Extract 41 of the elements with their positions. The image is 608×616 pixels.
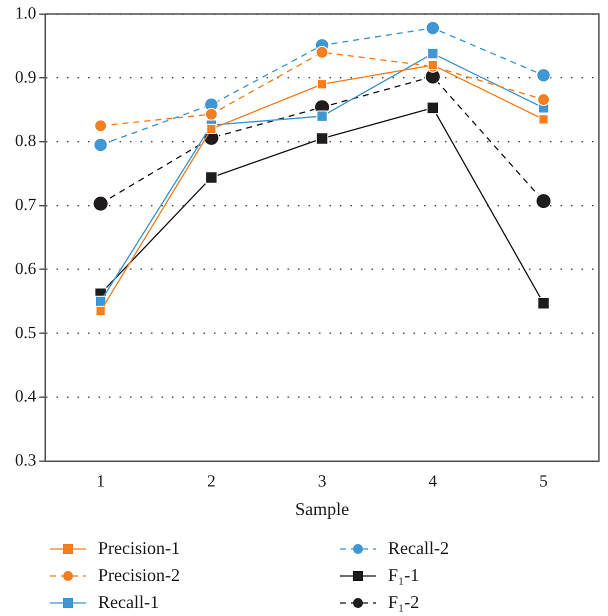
y-tick-label: 0.4 bbox=[15, 386, 37, 406]
legend-label: Precision-1 bbox=[98, 538, 180, 559]
legend-label: Recall-1 bbox=[98, 592, 159, 613]
x-tick-label: 3 bbox=[318, 472, 326, 491]
point bbox=[94, 119, 108, 132]
x-tick-label: 2 bbox=[207, 472, 216, 491]
legend-label: F₁-2 bbox=[388, 592, 420, 613]
y-tick-label: 0.6 bbox=[15, 258, 36, 278]
y-tick-label: 0.9 bbox=[15, 67, 36, 86]
point bbox=[427, 48, 438, 60]
point bbox=[538, 114, 549, 124]
point bbox=[316, 79, 328, 90]
point bbox=[537, 93, 550, 106]
x-axis-title: Sample bbox=[295, 498, 350, 519]
legend-label: Recall-2 bbox=[388, 538, 449, 559]
point bbox=[537, 297, 550, 310]
point bbox=[426, 20, 440, 36]
point bbox=[428, 60, 438, 70]
point bbox=[93, 138, 108, 152]
point bbox=[205, 171, 218, 184]
point bbox=[536, 68, 551, 83]
y-tick-label: 0.5 bbox=[15, 322, 36, 342]
x-tick-label: 1 bbox=[96, 472, 105, 491]
point bbox=[92, 196, 109, 212]
point bbox=[426, 102, 440, 114]
point bbox=[204, 108, 218, 121]
y-tick-label: 1.0 bbox=[15, 3, 36, 22]
y-tick-label: 0.8 bbox=[15, 131, 36, 150]
point bbox=[316, 110, 328, 122]
point bbox=[206, 124, 216, 134]
point bbox=[94, 296, 106, 308]
y-tick-label: 0.3 bbox=[15, 450, 36, 470]
legend-label: Precision-2 bbox=[98, 565, 180, 586]
point bbox=[316, 132, 328, 145]
legend-label: F₁-1 bbox=[388, 565, 420, 586]
y-tick-label: 0.7 bbox=[15, 195, 37, 214]
x-tick-label: 4 bbox=[428, 472, 438, 491]
point bbox=[96, 306, 106, 316]
point bbox=[316, 46, 328, 59]
x-tick-label: 5 bbox=[539, 472, 548, 491]
point bbox=[536, 193, 552, 210]
